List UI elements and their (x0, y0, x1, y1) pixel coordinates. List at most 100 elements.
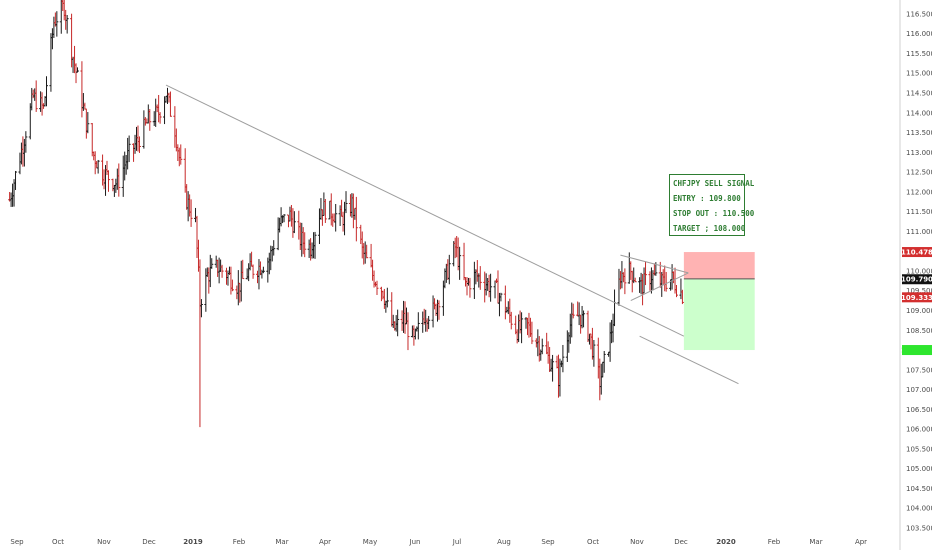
x-tick-label: Oct (587, 538, 599, 546)
y-tick-label: 105.000 (906, 465, 932, 473)
price-bar (148, 109, 152, 131)
trendline[interactable] (630, 272, 689, 302)
y-tick-label: 104.000 (906, 505, 932, 513)
x-tick-label: Jun (409, 538, 421, 546)
price-bar (158, 112, 162, 124)
x-tick-label: Nov (97, 538, 111, 546)
price-bar (385, 287, 389, 308)
price-bar (509, 311, 513, 330)
y-tick-label: 105.500 (906, 445, 932, 453)
y-tick-label: 112.500 (906, 169, 932, 177)
price-bar (292, 211, 296, 234)
price-bar (168, 91, 172, 117)
signal-entry: ENTRY : 109.800 (673, 194, 741, 203)
y-tick-label: 110.000 (906, 267, 932, 275)
y-tick-label: 113.500 (906, 129, 932, 137)
price-bar (96, 159, 100, 174)
x-tick-label: Feb (233, 538, 246, 546)
y-tick-label: 111.000 (906, 228, 932, 236)
risk-reward-layer (683, 252, 755, 351)
price-bar (406, 312, 410, 351)
target-zone[interactable] (683, 278, 755, 351)
price-bar (198, 259, 202, 428)
price-bar (241, 259, 245, 280)
price-bar (86, 112, 90, 134)
price-bar (365, 244, 369, 259)
y-tick-label: 109.000 (906, 307, 932, 315)
price-tag-label: 108.000 (901, 347, 932, 355)
x-axis: Sep Oct Nov Dec 2019 Feb Mar Apr May Jun Jul Aug Sep… (10, 538, 867, 546)
trendline[interactable] (639, 335, 739, 385)
y-tick-label: 116.500 (906, 10, 932, 18)
trendline[interactable] (165, 84, 685, 337)
y-tick-label: 116.000 (906, 30, 932, 38)
price-bar (633, 277, 637, 283)
y-tick-label: 114.000 (906, 109, 932, 117)
x-tick-label: Jul (452, 538, 462, 546)
price-bar (675, 284, 679, 298)
y-tick-label: 107.000 (906, 386, 932, 394)
x-tick-label: 2019 (183, 538, 203, 546)
y-tick-label: 111.500 (906, 208, 932, 216)
y-tick-label: 115.500 (906, 50, 932, 58)
price-bar (14, 170, 18, 190)
x-tick-label: Mar (275, 538, 288, 546)
x-tick-label: Sep (10, 538, 24, 546)
price-bar (623, 268, 627, 295)
price-bar (478, 266, 482, 290)
price-bar (45, 76, 49, 107)
y-tick-label: 115.000 (906, 70, 932, 78)
price-bar (582, 310, 586, 328)
y-tick-label: 103.500 (906, 525, 932, 533)
signal-box[interactable]: CHFJPY SELL SIGNAL ENTRY : 109.800 STOP … (669, 174, 755, 236)
y-tick-label: 106.500 (906, 406, 932, 414)
trendlines[interactable] (165, 84, 739, 385)
price-bar (375, 280, 379, 296)
price-bar (680, 289, 684, 305)
price-bar (468, 277, 472, 298)
price-bar (251, 264, 255, 279)
price-bar (462, 242, 466, 281)
y-tick-label: 107.500 (906, 366, 932, 374)
price-bar (437, 300, 441, 320)
price-bar (561, 344, 565, 373)
signal-target: TARGET ; 108.000 (673, 224, 746, 233)
x-tick-label: Aug (497, 538, 511, 546)
price-bar (520, 312, 524, 344)
x-tick-label: Dec (142, 538, 156, 546)
x-tick-label: Sep (541, 538, 555, 546)
price-bar (530, 321, 534, 345)
price-bar (303, 232, 307, 258)
x-tick-label: Oct (52, 538, 64, 546)
price-bar (493, 280, 497, 299)
price-bar (344, 191, 348, 214)
price-bar (75, 67, 79, 73)
price-tag-label: 109.333 (901, 294, 932, 302)
y-tick-label: 114.500 (906, 89, 932, 97)
trendline[interactable] (620, 254, 689, 274)
x-tick-label: Mar (809, 538, 822, 546)
price-bar (602, 350, 606, 373)
x-tick-label: May (363, 538, 377, 546)
price-bar (313, 231, 317, 259)
price-bar (427, 315, 431, 330)
price-bar (199, 299, 203, 318)
y-tick-label: 108.500 (906, 327, 932, 335)
price-bar (282, 214, 286, 223)
price-tag: 109.333 (901, 292, 932, 303)
stop-zone[interactable] (683, 252, 755, 279)
price-bar (142, 110, 146, 149)
price-bar (189, 199, 193, 227)
price-bar (137, 136, 141, 153)
price-bar (354, 196, 358, 242)
signal-stop: STOP OUT : 110.500 (673, 209, 755, 218)
price-bar (220, 264, 224, 278)
price-bar (447, 254, 451, 285)
price-bar (416, 312, 420, 340)
price-bar (90, 123, 94, 157)
y-tick-label: 106.000 (906, 426, 932, 434)
x-tick-label: Apr (855, 538, 867, 546)
price-bar (127, 135, 131, 163)
